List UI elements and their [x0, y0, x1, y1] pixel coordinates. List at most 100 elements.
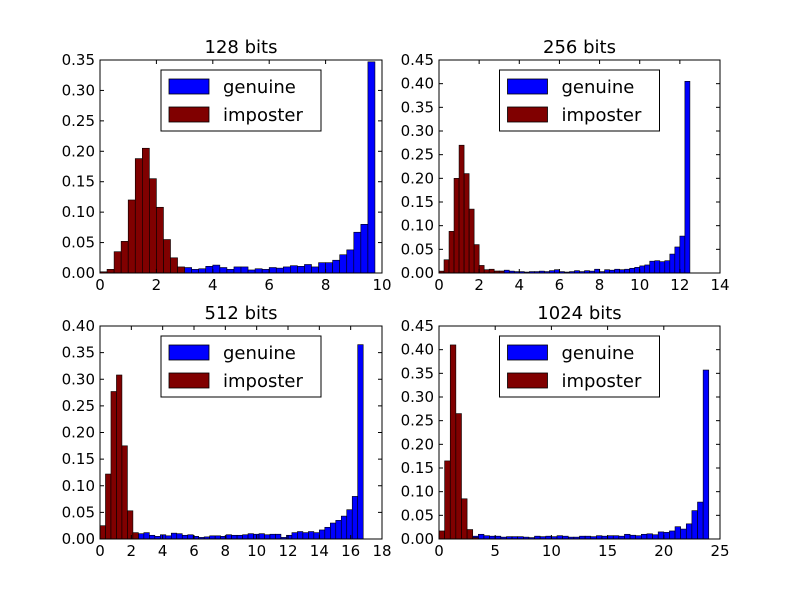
bar-imposter-6 [132, 532, 139, 540]
bar-genuine-23 [594, 268, 600, 274]
bar-genuine-39 [346, 509, 353, 540]
bar-genuine-28 [346, 249, 355, 274]
bar-genuine-12 [233, 266, 242, 274]
x-tick-label: 18 [372, 542, 391, 560]
bar-genuine-27 [339, 254, 348, 274]
y-tick-label: 0.35 [401, 364, 434, 382]
bar-imposter-5 [463, 173, 470, 274]
bar-genuine-29 [353, 231, 362, 274]
bar-genuine-20 [290, 265, 298, 274]
chart-title: 128 bits [205, 37, 278, 58]
x-tick-label: 6 [189, 542, 199, 560]
bar-imposter-2 [113, 251, 122, 274]
bar-genuine-18 [275, 267, 284, 274]
chart-title: 1024 bits [537, 303, 621, 324]
y-tick-label: 0.10 [401, 217, 434, 235]
x-tick-label: 8 [595, 276, 605, 294]
bar-imposter-0 [438, 530, 445, 540]
y-tick-label: 0.30 [62, 370, 95, 388]
bar-imposter-5 [134, 158, 143, 274]
axes-frame [438, 325, 721, 540]
bar-genuine-27 [624, 533, 631, 540]
legend-swatch-imposter [507, 106, 548, 123]
x-tick-label: 14 [710, 276, 729, 294]
bar-genuine-34 [649, 260, 656, 274]
bar-genuine-33 [644, 264, 651, 274]
legend-label-imposter: imposter [223, 371, 303, 392]
y-tick-label: 0.40 [401, 75, 434, 93]
bar-imposter-5 [127, 510, 134, 540]
bar-imposter-6 [468, 208, 475, 274]
y-tick-label: 0.45 [401, 51, 434, 69]
y-tick-label: 0.05 [401, 506, 434, 524]
bar-imposter-5 [466, 529, 474, 540]
bar-genuine-6 [191, 269, 199, 274]
y-tick-label: 0.35 [401, 98, 434, 116]
bar-genuine-37 [335, 520, 342, 540]
bar-imposter-4 [461, 498, 468, 540]
y-tick-label: 0.40 [62, 317, 95, 335]
x-tick-label: 4 [208, 276, 218, 294]
bar-genuine-31 [646, 533, 653, 540]
bar-genuine-1 [138, 533, 145, 540]
x-tick-label: 0 [434, 542, 444, 560]
y-tick-label: 0.10 [401, 483, 434, 501]
bar-imposter-11 [177, 266, 185, 274]
bar-genuine-1 [478, 533, 485, 540]
y-tick-label: 0.05 [401, 240, 434, 258]
bar-genuine-8 [205, 266, 214, 274]
bar-imposter-9 [163, 239, 171, 274]
x-tick-label: 16 [341, 542, 360, 560]
y-tick-label: 0.05 [62, 503, 95, 521]
legend-label-genuine: genuine [223, 343, 296, 364]
bar-genuine-20 [242, 534, 249, 540]
bar-imposter-3 [455, 413, 462, 540]
bar-genuine-28 [286, 534, 293, 540]
bar-genuine-3 [149, 534, 156, 540]
bar-imposter-2 [110, 391, 117, 540]
bar-genuine-24 [318, 262, 326, 274]
bar-imposter-1 [444, 460, 451, 540]
x-tick-label: 0 [95, 276, 105, 294]
bar-genuine-26 [275, 533, 282, 540]
legend-swatch-genuine [168, 78, 210, 95]
bar-imposter-8 [156, 206, 164, 274]
bar-genuine-38 [685, 523, 693, 540]
bar-genuine-25 [325, 262, 333, 274]
x-tick-label: 25 [710, 542, 729, 560]
bar-genuine-5 [184, 267, 192, 274]
bar-genuine-9 [212, 264, 221, 274]
bar-genuine-17 [225, 534, 232, 540]
bar-genuine-31 [302, 532, 309, 540]
x-tick-label: 5 [490, 542, 500, 560]
x-tick-label: 10 [247, 542, 266, 560]
x-tick-label: 8 [221, 542, 231, 560]
bar-genuine-27 [614, 268, 620, 274]
bar-genuine-35 [669, 530, 676, 540]
legend-label-genuine: genuine [223, 77, 296, 98]
y-tick-label: 0.45 [401, 317, 434, 335]
bar-genuine-23 [258, 533, 265, 540]
y-tick-label: 0.40 [401, 341, 434, 359]
chart-title: 512 bits [205, 303, 278, 324]
bar-genuine-31 [367, 61, 376, 274]
bar-genuine-8 [176, 533, 183, 540]
chart-panel-2: 0 2 4 6 8 10 12 14 16 18 0.00 0.05 0.10 0.15 0.20 0.25 0… [62, 303, 392, 560]
bar-imposter-3 [116, 374, 123, 540]
bar-genuine-30 [297, 531, 304, 540]
bar-genuine-41 [357, 344, 364, 540]
y-tick-label: 0.15 [401, 193, 434, 211]
bar-imposter-8 [478, 265, 485, 274]
y-tick-label: 0.10 [62, 477, 95, 495]
bar-genuine-21 [247, 533, 254, 540]
legend-swatch-genuine [507, 78, 548, 95]
bar-genuine-21 [297, 266, 305, 274]
bar-imposter-4 [121, 445, 128, 540]
bar-genuine-36 [329, 522, 337, 540]
x-tick-label: 12 [278, 542, 297, 560]
bar-genuine-32 [639, 265, 646, 274]
bar-genuine-30 [629, 267, 635, 274]
bar-genuine-28 [629, 534, 637, 540]
bar-genuine-36 [674, 526, 681, 540]
